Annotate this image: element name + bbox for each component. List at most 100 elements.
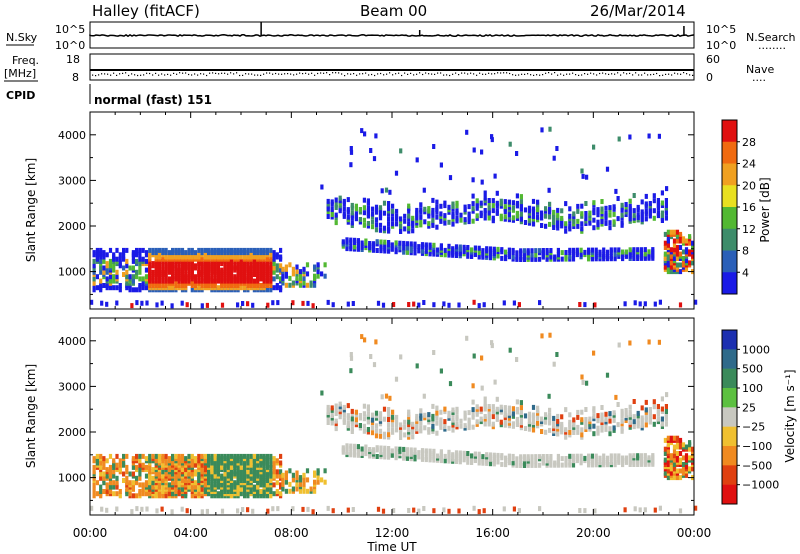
velocity-echo [448, 381, 453, 387]
velocity-echo [279, 482, 283, 488]
velocity-echo [515, 419, 519, 425]
power-echo [125, 269, 129, 275]
freq-left-label: Freq. [12, 54, 39, 67]
power-echo [220, 302, 225, 308]
velocity-echo [138, 453, 142, 459]
power-echo [200, 303, 204, 309]
velocity-echo [523, 413, 528, 419]
nave-dot [137, 74, 139, 77]
nave-dot [182, 72, 184, 74]
velocity-echo [269, 469, 273, 475]
velocity-echo [684, 464, 689, 470]
power-echo [122, 272, 126, 277]
velocity-echo [378, 413, 383, 419]
nave-dot [557, 74, 559, 76]
power-echo [374, 133, 378, 139]
velocity-echo [213, 482, 217, 488]
power-echo [584, 201, 588, 206]
velocity-echo [203, 458, 207, 464]
time-tick-label: 00:00 [677, 526, 712, 540]
nave-dot [110, 74, 112, 76]
velocity-echo [669, 453, 673, 459]
power-echo [362, 197, 366, 203]
velocity-echo [666, 435, 670, 441]
velocity-echo [694, 505, 698, 511]
power-echo [346, 197, 350, 203]
power-echo [522, 248, 527, 254]
velocity-echo [269, 462, 273, 468]
nave-dot [203, 73, 205, 75]
power-echo [291, 271, 295, 277]
power-echo [526, 248, 530, 254]
nave-dot [344, 75, 346, 77]
velocity-echo [374, 410, 379, 416]
power-echo [439, 203, 443, 209]
power-echo [148, 247, 152, 253]
power-echo [447, 243, 451, 249]
power-echo [362, 222, 366, 228]
power-echo [125, 263, 129, 269]
nave-dot [134, 74, 136, 76]
nave-dot [479, 72, 481, 74]
velocity-echo [583, 508, 587, 514]
velocity-echo [190, 493, 194, 499]
velocity-echo [447, 449, 451, 455]
velocity-echo [534, 458, 538, 464]
velocity-echo [515, 406, 519, 412]
colorbar-swatch [722, 484, 737, 505]
velocity-echo [330, 413, 334, 418]
power-echoes [90, 126, 698, 309]
velocity-echo [632, 414, 636, 420]
power-echo [504, 249, 508, 255]
power-echo [395, 208, 399, 214]
velocity-echo [621, 462, 625, 468]
velocity-echo [684, 453, 689, 459]
velocity-echo [302, 486, 306, 492]
velocity-echo [399, 422, 403, 428]
velocity-echo [548, 415, 552, 421]
velocity-echo [664, 409, 668, 414]
velocity-echo [507, 453, 511, 459]
power-echo [544, 206, 548, 212]
power-echo [511, 247, 515, 253]
velocity-echo [375, 445, 379, 451]
nave-dot [269, 72, 271, 74]
power-echo [628, 134, 632, 140]
power-echo [105, 252, 109, 258]
power-echo [515, 213, 519, 219]
velocity-echo [193, 480, 198, 486]
power-echo [353, 237, 357, 243]
power-echo [436, 247, 440, 253]
power-echo [564, 254, 568, 260]
velocity-echo [643, 453, 647, 459]
power-echo [391, 221, 395, 227]
nave-dot [653, 73, 655, 75]
velocity-echo [648, 407, 652, 412]
nave-dot [383, 74, 385, 76]
nave-dot [389, 72, 391, 74]
velocity-echo [197, 484, 201, 490]
nave-dot [98, 74, 100, 76]
power-echo [548, 126, 552, 132]
velocity-echo [457, 508, 461, 514]
power-echo [688, 249, 692, 255]
velocity-echo [252, 475, 256, 481]
velocity-echo [477, 509, 481, 515]
power-echo [605, 166, 610, 172]
velocity-echo [643, 457, 647, 463]
power-echo [363, 131, 367, 137]
power-echo [480, 179, 484, 185]
velocity-echo [246, 453, 250, 459]
velocity-echo [403, 432, 407, 438]
nave-dot [398, 72, 400, 74]
power-echo [135, 300, 139, 306]
velocity-echo [284, 479, 288, 485]
power-echo [648, 201, 652, 206]
power-echo [350, 220, 354, 226]
power-echo [112, 285, 116, 291]
power-echo [666, 242, 670, 248]
velocity-echo [138, 467, 142, 473]
power-echo [346, 214, 350, 220]
velocity-echo [275, 469, 279, 475]
